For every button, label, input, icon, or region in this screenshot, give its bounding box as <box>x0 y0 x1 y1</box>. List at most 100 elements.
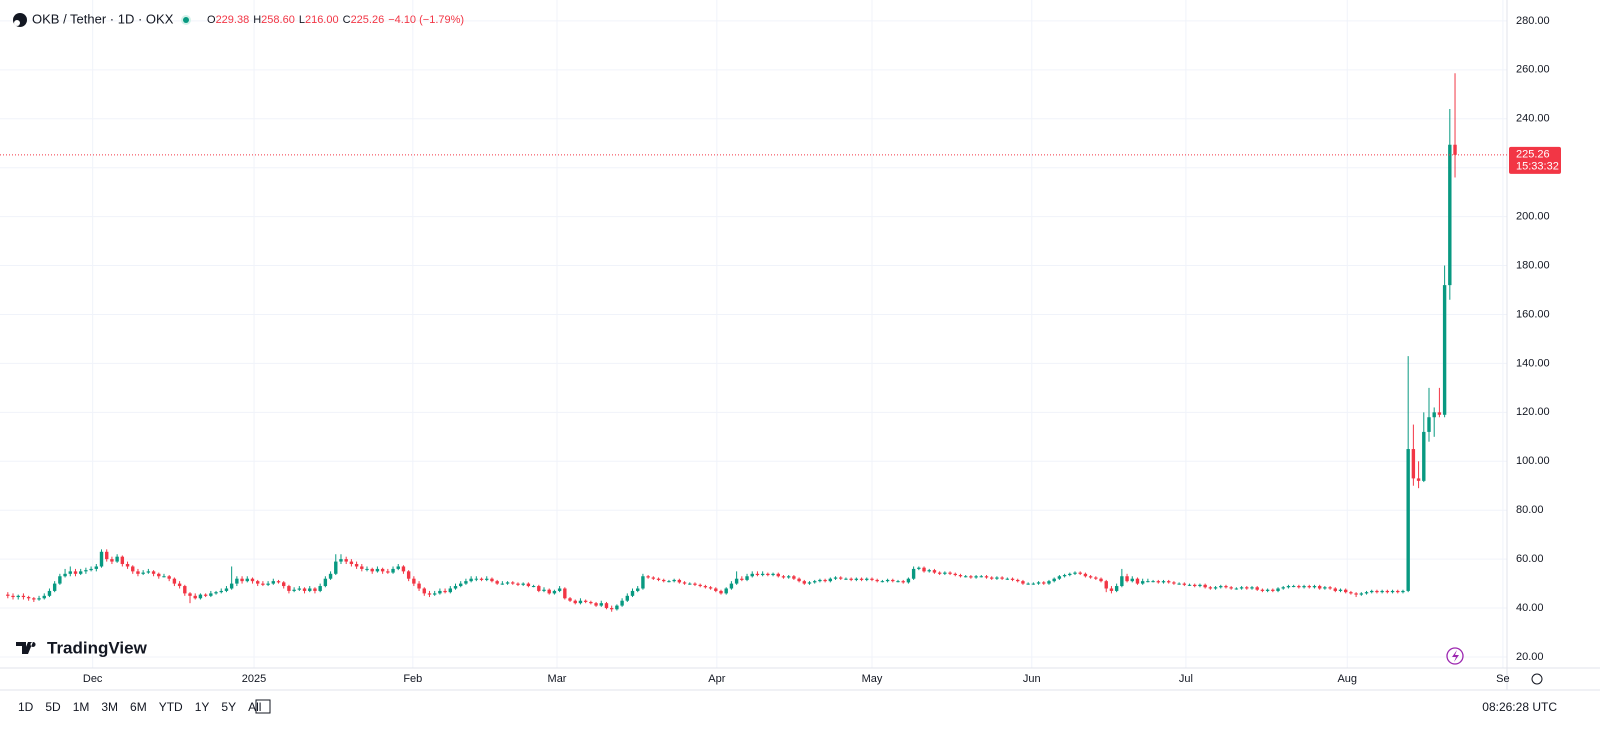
candle-body <box>1323 587 1327 589</box>
candle-body <box>682 582 687 584</box>
candle-body <box>891 579 895 582</box>
candle-body <box>615 605 619 610</box>
candle-body <box>1026 583 1030 585</box>
candle-body <box>1265 589 1270 591</box>
candle-body <box>42 595 46 599</box>
timeframe-button[interactable]: 6M <box>130 700 147 714</box>
candle-body <box>557 588 562 591</box>
candle-body <box>755 573 760 576</box>
candle-body <box>63 573 67 577</box>
candle-body <box>1187 584 1192 586</box>
last-price-tag <box>1509 146 1561 174</box>
settings-icon[interactable] <box>1531 673 1543 685</box>
alert-icon[interactable] <box>1446 647 1464 665</box>
candle-body <box>73 571 78 574</box>
candle-body <box>958 575 963 577</box>
date-range-icon[interactable] <box>255 699 271 714</box>
candle-body <box>459 583 463 587</box>
candle-body <box>1328 587 1332 589</box>
timeframe-button[interactable]: 1Y <box>195 700 210 714</box>
candle-body <box>1401 590 1405 593</box>
candle-body <box>1130 578 1134 582</box>
candle-body <box>750 573 754 577</box>
candle-body <box>1078 572 1082 574</box>
y-tick-label: 20.00 <box>1516 651 1544 663</box>
candle-body <box>1219 586 1223 588</box>
timeframe-button[interactable]: YTD <box>159 700 183 714</box>
legend-label: H <box>253 14 261 26</box>
countdown-label: 15:33:32 <box>1516 161 1559 173</box>
candle-body <box>292 589 296 591</box>
candle-body <box>1057 576 1062 579</box>
candle-body <box>1094 577 1098 579</box>
candle-body <box>78 571 83 574</box>
candle-body <box>11 595 15 598</box>
timeframe-button[interactable]: 1M <box>73 700 90 714</box>
x-tick-label: Mar <box>548 673 567 685</box>
timeframe-button[interactable]: 5D <box>45 700 61 714</box>
y-tick-label: 40.00 <box>1516 602 1544 614</box>
candle-body <box>1396 590 1400 593</box>
candle-body <box>1375 590 1379 593</box>
x-tick-label: Se <box>1496 673 1509 685</box>
timeframe-button[interactable]: 1D <box>18 700 34 714</box>
candle-body <box>255 581 260 584</box>
candle-body <box>151 571 156 574</box>
candle-body <box>334 561 338 574</box>
candle-body <box>47 590 52 596</box>
x-tick-label: Jun <box>1023 673 1041 685</box>
candle-body <box>26 597 31 599</box>
candle-body <box>849 578 853 580</box>
candle-body <box>839 577 843 579</box>
candle-body <box>157 573 161 577</box>
candle-body <box>37 598 41 600</box>
candle-body <box>1161 581 1166 583</box>
last-price-label: 225.26 <box>1516 149 1550 161</box>
candle-body <box>1427 417 1431 432</box>
timeframe-button[interactable]: All <box>248 700 261 714</box>
candle-body <box>375 568 380 572</box>
candle-body <box>542 589 546 591</box>
candle-body <box>68 571 72 574</box>
candle-body <box>386 571 390 573</box>
candle-body <box>84 570 88 572</box>
candle-body <box>589 601 593 604</box>
x-tick-label: Jul <box>1179 673 1193 685</box>
candle-body <box>927 570 931 572</box>
candle-body <box>1224 586 1228 588</box>
candle-body <box>1109 588 1114 591</box>
candle-body <box>1437 412 1442 415</box>
alert-bolt <box>1452 650 1459 662</box>
candle-body <box>932 570 937 573</box>
candle-body <box>979 576 983 578</box>
candle-body <box>937 572 942 574</box>
candle-body <box>474 578 479 580</box>
candle-body <box>667 581 671 583</box>
candle-body <box>1385 590 1390 593</box>
logo-mark <box>16 642 36 654</box>
candle-body <box>344 559 348 562</box>
candle-body <box>521 583 525 585</box>
timeframe-button[interactable]: 5Y <box>221 700 236 714</box>
y-tick-label: 260.00 <box>1516 64 1550 76</box>
candle-body <box>1297 586 1301 588</box>
candle-body <box>828 578 833 582</box>
candle-body <box>552 590 557 594</box>
candle-body <box>729 583 734 589</box>
status-dot <box>183 17 189 23</box>
timeframe-button[interactable]: 3M <box>101 700 118 714</box>
candle-body <box>500 583 505 585</box>
candle-body <box>1120 576 1124 587</box>
candle-body <box>115 556 119 562</box>
candle-body <box>1422 431 1426 481</box>
candle-body <box>58 576 62 584</box>
candle-body <box>1344 589 1348 593</box>
candle-body <box>1281 587 1285 589</box>
candle-body <box>193 595 197 599</box>
candle-body <box>318 586 322 591</box>
candle-body <box>52 583 57 591</box>
candle-body <box>1016 579 1020 582</box>
candle-body <box>906 578 911 583</box>
